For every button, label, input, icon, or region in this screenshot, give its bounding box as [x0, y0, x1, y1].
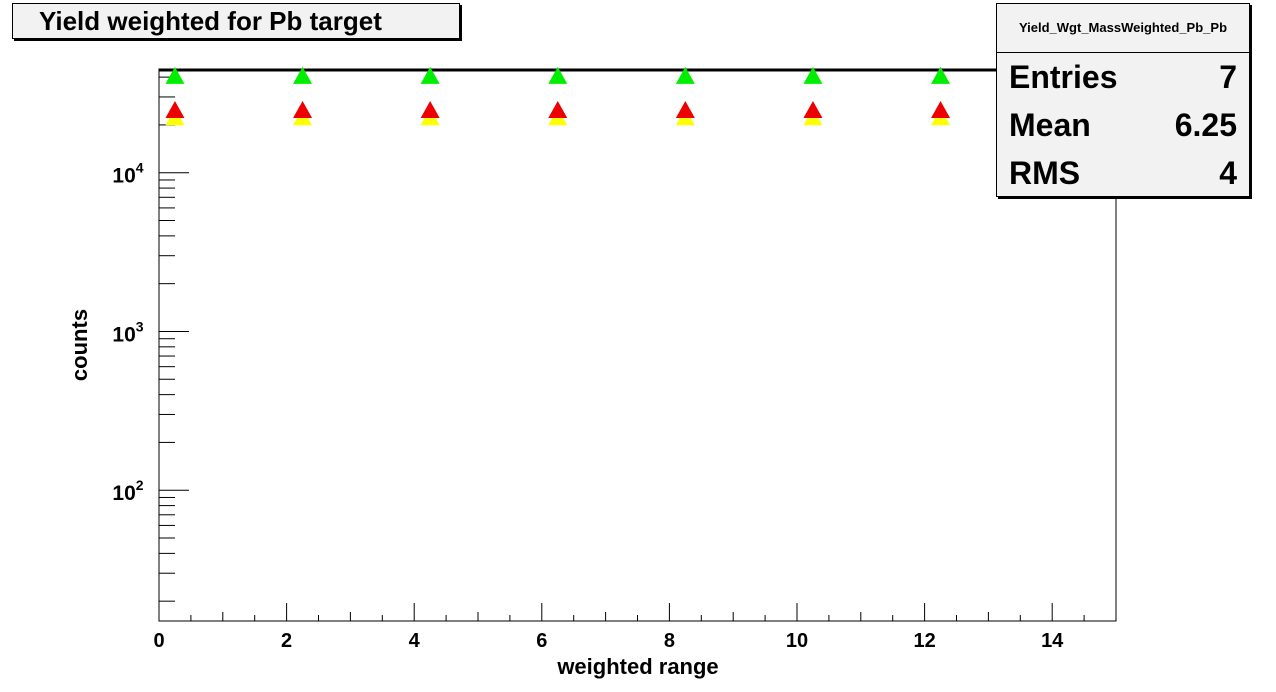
- stats-name: Yield_Wgt_MassWeighted_Pb_Pb: [997, 4, 1249, 53]
- y-tick-label: 103: [112, 318, 143, 346]
- x-tick-label: 4: [409, 630, 421, 652]
- data-point-triangle: [293, 101, 313, 119]
- data-point-triangle: [165, 101, 185, 119]
- data-point-triangle: [931, 101, 951, 119]
- y-axis: 104 103 102: [112, 76, 189, 602]
- stats-value: 4: [1219, 155, 1237, 191]
- data-point-triangle: [803, 101, 823, 119]
- stats-value: 6.25: [1174, 107, 1237, 143]
- x-tick-label: 12: [913, 630, 935, 652]
- data-point-triangle: [420, 101, 440, 119]
- y-axis-label: counts: [67, 309, 92, 381]
- stats-row-entries: Entries 7: [997, 53, 1249, 101]
- stats-value: 7: [1219, 59, 1237, 95]
- data-points: [165, 66, 951, 126]
- data-point-triangle: [675, 101, 695, 119]
- y-tick-label: 102: [112, 477, 143, 505]
- stats-label: RMS: [1009, 155, 1081, 191]
- chart-title: Yield weighted for Pb target: [12, 3, 460, 39]
- plot-frame: [158, 68, 1117, 622]
- data-point-triangle: [931, 66, 951, 84]
- x-axis-label: weighted range: [556, 654, 718, 679]
- x-tick-label: 6: [536, 630, 547, 652]
- x-tick-label: 10: [786, 630, 808, 652]
- stats-label: Mean: [1009, 107, 1091, 143]
- data-point-triangle: [165, 66, 185, 84]
- stats-box: Yield_Wgt_MassWeighted_Pb_Pb Entries 7 M…: [996, 3, 1250, 197]
- x-tick-label: 14: [1041, 630, 1064, 652]
- x-tick-label: 2: [281, 630, 292, 652]
- x-tick-label: 8: [664, 630, 675, 652]
- y-tick-label: 104: [112, 160, 143, 188]
- data-point-triangle: [420, 66, 440, 84]
- data-point-triangle: [293, 66, 313, 84]
- data-point-triangle: [548, 101, 568, 119]
- data-point-triangle: [548, 66, 568, 84]
- data-point-triangle: [803, 66, 823, 84]
- x-axis: 0 2 4 6 8 10 12 14: [153, 603, 1117, 652]
- stats-row-mean: Mean 6.25: [997, 101, 1249, 149]
- data-point-triangle: [675, 66, 695, 84]
- stats-label: Entries: [1009, 59, 1118, 95]
- x-tick-label: 0: [153, 630, 164, 652]
- stats-row-rms: RMS 4: [997, 149, 1249, 197]
